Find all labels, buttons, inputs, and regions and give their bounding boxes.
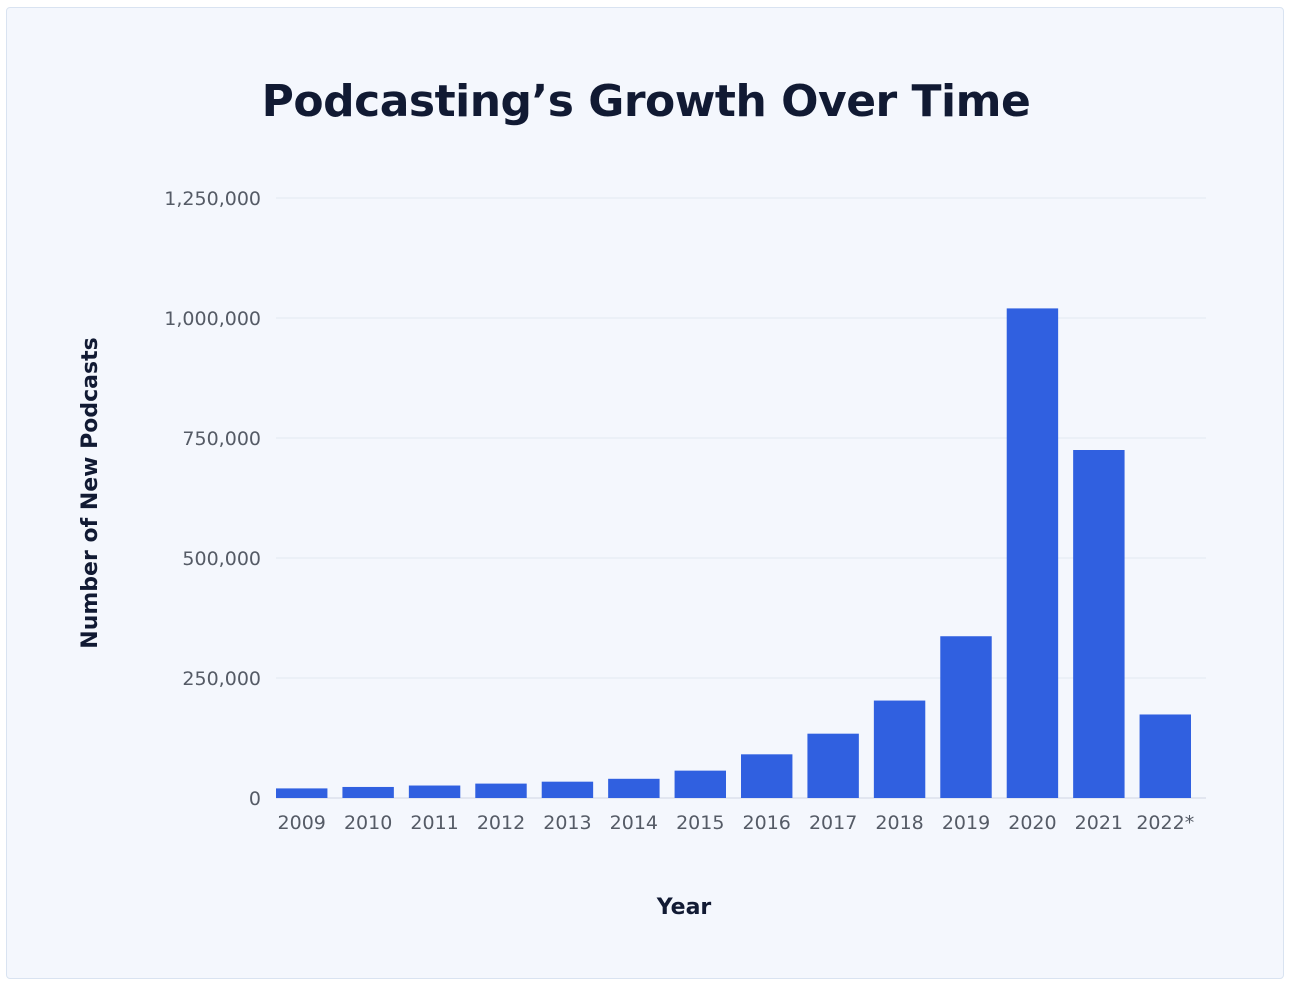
y-tick-label: 1,250,000 xyxy=(164,188,261,210)
x-tick-label: 2015 xyxy=(676,812,724,834)
x-tick-label: 2009 xyxy=(278,812,326,834)
chart-card xyxy=(6,7,1284,979)
bar xyxy=(873,700,926,798)
x-axis-ticks: 2009 2010 2011 2012 2013 2014 2015 2016 2017 2018… xyxy=(278,812,1195,834)
y-axis-ticks: 0 250,000 500,000 750,000 1,000,000 1,250,000 xyxy=(164,188,261,810)
x-tick-label: 2011 xyxy=(410,812,458,834)
y-axis-label: Number of New Podcasts xyxy=(78,337,103,648)
x-tick-label: 2016 xyxy=(743,812,791,834)
bar xyxy=(741,754,793,798)
y-tick-label: 750,000 xyxy=(182,428,261,450)
bar xyxy=(940,636,992,798)
x-tick-label: 2014 xyxy=(610,812,658,834)
bar xyxy=(608,778,660,798)
bar xyxy=(342,786,394,798)
bar xyxy=(807,733,859,798)
bar xyxy=(541,781,594,798)
x-tick-label: 2012 xyxy=(477,812,525,834)
bar xyxy=(408,785,461,798)
bars xyxy=(276,308,1191,798)
y-tick-label: 1,000,000 xyxy=(164,308,261,330)
x-tick-label: 2019 xyxy=(942,812,990,834)
x-tick-label: 2021 xyxy=(1075,812,1123,834)
bar xyxy=(1006,308,1059,798)
x-tick-label: 2020 xyxy=(1008,812,1056,834)
chart-title: Podcasting’s Growth Over Time xyxy=(261,76,1031,127)
x-tick-label: 2013 xyxy=(543,812,591,834)
x-axis-label: Year xyxy=(656,895,712,920)
x-tick-label: 2022* xyxy=(1136,812,1194,834)
x-tick-label: 2018 xyxy=(875,812,923,834)
bar xyxy=(1073,450,1125,798)
bar xyxy=(475,783,527,798)
x-tick-label: 2010 xyxy=(344,812,392,834)
y-tick-label: 0 xyxy=(249,788,261,810)
gridlines xyxy=(276,197,1206,799)
bar xyxy=(1139,714,1191,798)
bar xyxy=(276,788,328,798)
y-tick-label: 250,000 xyxy=(182,668,261,690)
x-tick-label: 2017 xyxy=(809,812,857,834)
y-tick-label: 500,000 xyxy=(182,548,261,570)
bar xyxy=(674,770,726,798)
